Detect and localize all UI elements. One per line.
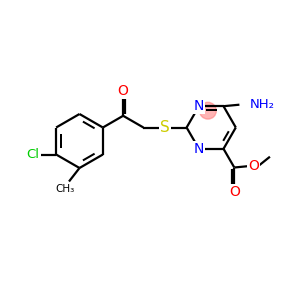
Text: Cl: Cl	[26, 148, 40, 161]
Text: NH₂: NH₂	[250, 98, 275, 111]
Text: N: N	[194, 142, 204, 156]
Text: N: N	[194, 99, 204, 113]
Circle shape	[200, 102, 216, 119]
Text: CH₃: CH₃	[55, 184, 74, 194]
Text: O: O	[248, 159, 259, 173]
Text: O: O	[229, 185, 240, 199]
Text: O: O	[118, 84, 129, 98]
Text: S: S	[160, 120, 170, 135]
